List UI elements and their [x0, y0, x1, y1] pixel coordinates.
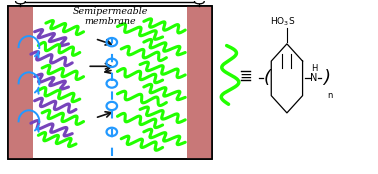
Text: n: n	[327, 91, 333, 100]
Text: H: H	[311, 64, 317, 73]
Text: HO$_3$S: HO$_3$S	[270, 15, 296, 28]
Text: ): )	[323, 69, 330, 87]
Bar	[8, 6, 212, 160]
Bar	[8, 6, 212, 160]
Bar	[8, 6, 33, 160]
Bar	[187, 6, 212, 160]
Text: $=$: $=$	[237, 67, 254, 82]
Circle shape	[194, 0, 204, 4]
Text: N: N	[310, 73, 318, 83]
Text: (: (	[263, 69, 271, 87]
Circle shape	[15, 0, 25, 4]
Text: Semipermeable
membrane: Semipermeable membrane	[72, 7, 147, 26]
